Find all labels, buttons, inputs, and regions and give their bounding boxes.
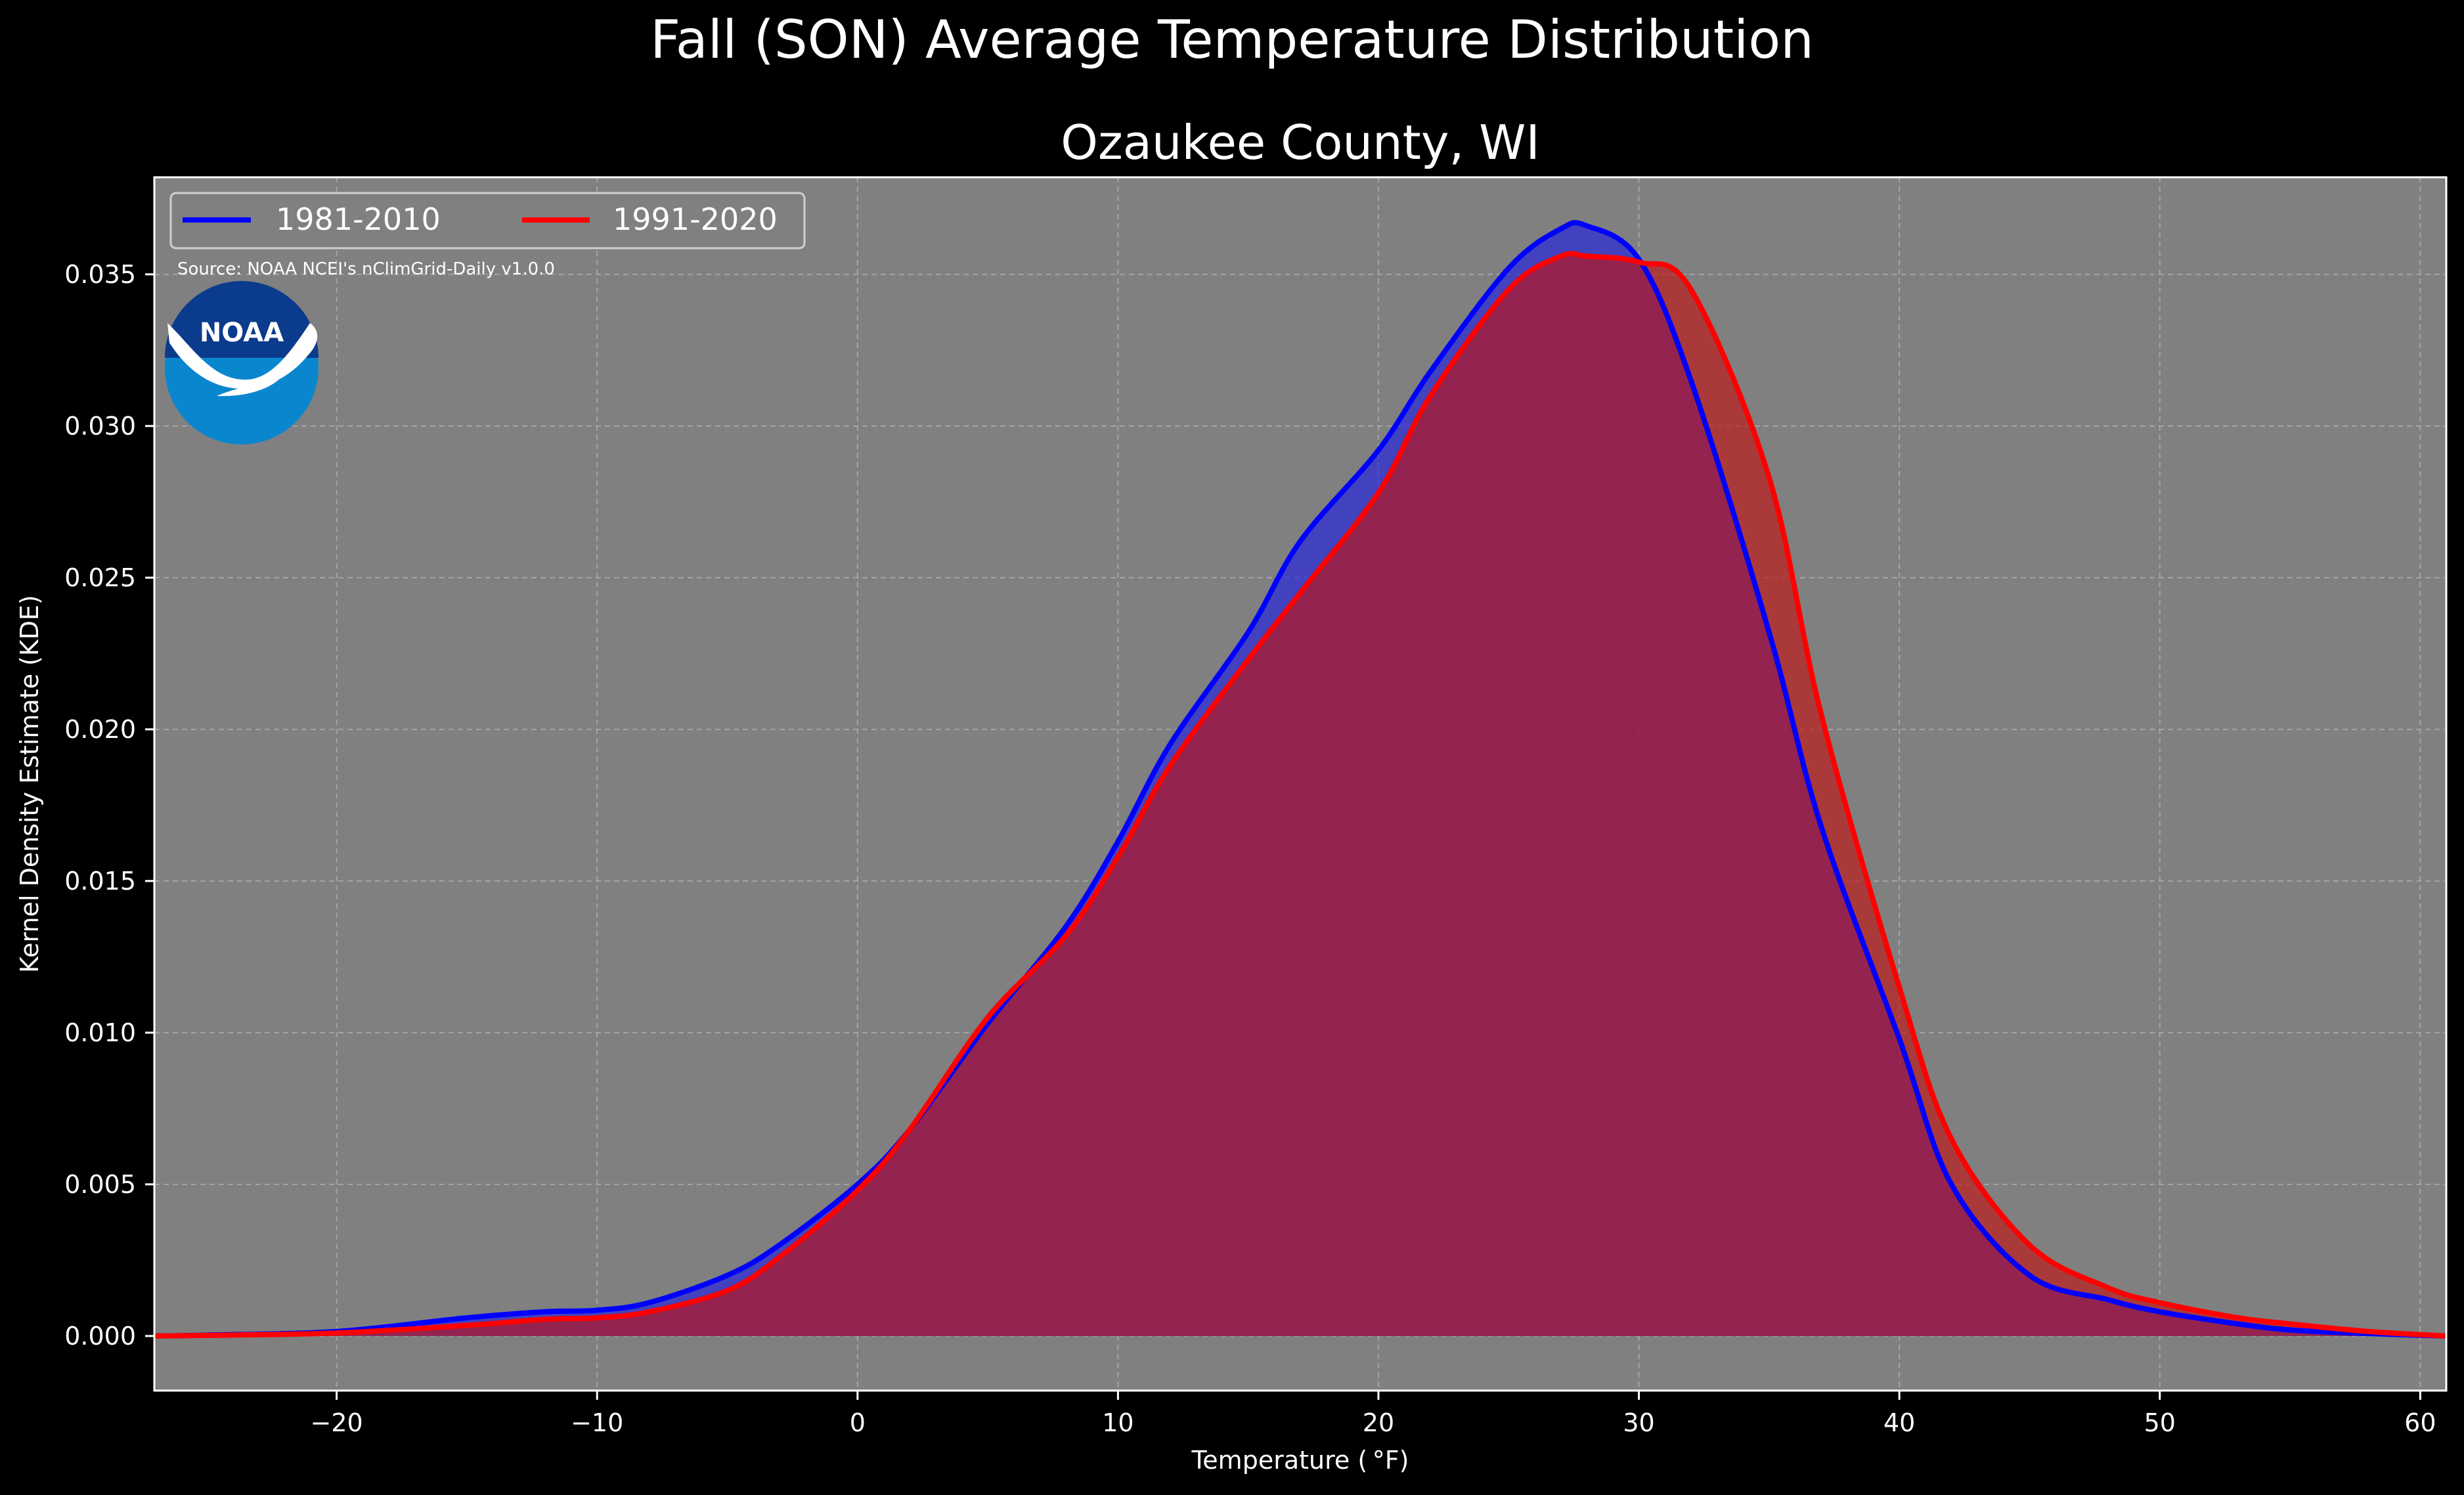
y-tick-label: 0.010 (64, 1018, 136, 1047)
x-tick-label: 60 (2404, 1408, 2436, 1437)
chart-title: Fall (SON) Average Temperature Distribut… (650, 9, 1814, 70)
y-tick-label: 0.030 (64, 412, 136, 441)
legend-box (169, 192, 806, 249)
x-axis-ticks: −20 −10 0 10 20 30 40 50 60 (311, 1391, 2436, 1437)
x-tick-label: 0 (850, 1408, 866, 1437)
y-axis-ticks: 0.000 0.005 0.010 0.015 0.020 0.025 0.030 0.035 (64, 260, 154, 1351)
y-tick-label: 0.020 (64, 715, 136, 744)
series-line-1991-2020 (154, 251, 2447, 1339)
noaa-logo: NOAA (165, 281, 319, 444)
series-lines (154, 220, 2447, 1339)
x-tick-label: −20 (311, 1408, 363, 1437)
chart-subtitle: Ozaukee County, WI (1061, 115, 1539, 170)
series-area-1991-2020 (154, 253, 2446, 1336)
series-line-1981-2010 (154, 220, 2447, 1339)
series-fills (154, 223, 2446, 1336)
y-tick-label: 0.015 (64, 867, 136, 896)
legend: 1981-2010 1991-2020 (169, 192, 806, 249)
plot-frame (153, 176, 2448, 1392)
x-axis-label: Temperature ( °F) (1191, 1446, 1409, 1475)
y-axis-label: Kernel Density Estimate (KDE) (15, 595, 44, 973)
y-tick-label: 0.025 (64, 563, 136, 592)
x-tick-label: −10 (571, 1408, 623, 1437)
x-tick-label: 40 (1883, 1408, 1915, 1437)
noaa-logo-text: NOAA (200, 318, 284, 348)
legend-label-1991-2020: 1991-2020 (613, 202, 778, 237)
source-note: Source: NOAA NCEI's nClimGrid-Daily v1.0… (177, 259, 555, 279)
y-tick-label: 0.005 (64, 1170, 136, 1199)
y-tick-label: 0.035 (64, 260, 136, 289)
x-tick-label: 20 (1363, 1408, 1394, 1437)
x-tick-label: 10 (1102, 1408, 1133, 1437)
x-tick-label: 50 (2144, 1408, 2176, 1437)
legend-label-1981-2010: 1981-2010 (276, 202, 441, 237)
x-tick-label: 30 (1623, 1408, 1654, 1437)
y-tick-label: 0.000 (64, 1322, 136, 1351)
